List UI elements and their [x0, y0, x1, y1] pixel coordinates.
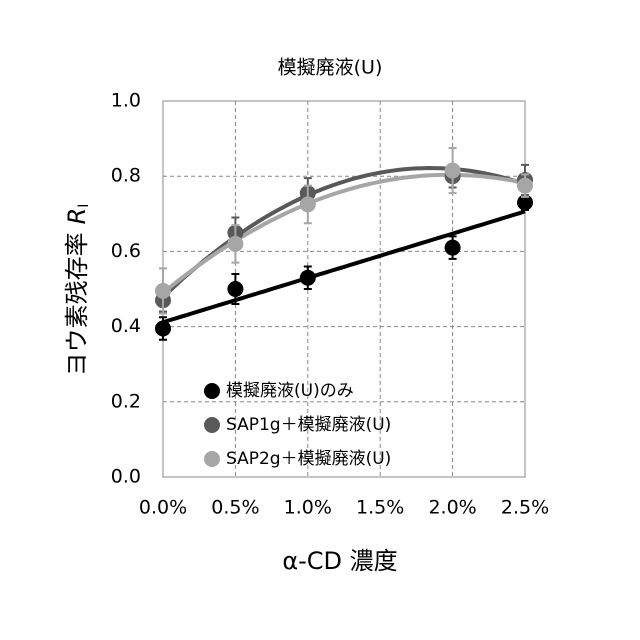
data-point — [227, 236, 243, 252]
data-point — [445, 163, 461, 179]
data-point — [300, 196, 316, 212]
y-tick-label: 0.4 — [111, 315, 141, 337]
x-axis-label: α-CD 濃度 — [282, 547, 397, 575]
y-label-text: ヨウ素残存率 — [63, 232, 91, 376]
y-label-subscript: I — [76, 204, 92, 208]
x-tick-label: 2.5% — [501, 497, 549, 519]
x-tick-label: 0.0% — [139, 497, 187, 519]
y-tick-label: 0.8 — [111, 165, 141, 187]
x-tick-label: 1.5% — [356, 497, 404, 519]
y-label-symbol: R — [63, 208, 91, 225]
legend-label: SAP1g＋模擬廃液(U) — [226, 415, 391, 435]
data-point — [517, 178, 533, 194]
data-point — [155, 320, 171, 336]
data-point — [155, 283, 171, 299]
y-axis-label: ヨウ素残存率 RI — [63, 204, 92, 377]
y-tick-label: 1.0 — [111, 90, 141, 112]
x-tick-label: 0.5% — [211, 497, 259, 519]
legend-marker — [204, 417, 220, 433]
data-point — [227, 281, 243, 297]
legend-label: SAP2g＋模擬廃液(U) — [226, 449, 391, 469]
chart: 模擬廃液(U) α-CD 濃度 ヨウ素残存率 RI 0.0 0.2 0.4 0.6 0.8… — [0, 0, 640, 640]
data-point — [445, 240, 461, 256]
x-tick-label: 2.0% — [428, 497, 476, 519]
y-tick-label: 0.0 — [111, 466, 141, 488]
legend-marker — [204, 451, 220, 467]
y-tick-label: 0.2 — [111, 390, 141, 412]
legend-label: 模擬廃液(U)のみ — [226, 381, 354, 401]
y-tick-label: 0.6 — [111, 240, 141, 262]
chart-title: 模擬廃液(U) — [278, 57, 383, 79]
x-tick-label: 1.0% — [284, 497, 332, 519]
data-point — [300, 270, 316, 286]
legend-marker — [204, 383, 220, 399]
